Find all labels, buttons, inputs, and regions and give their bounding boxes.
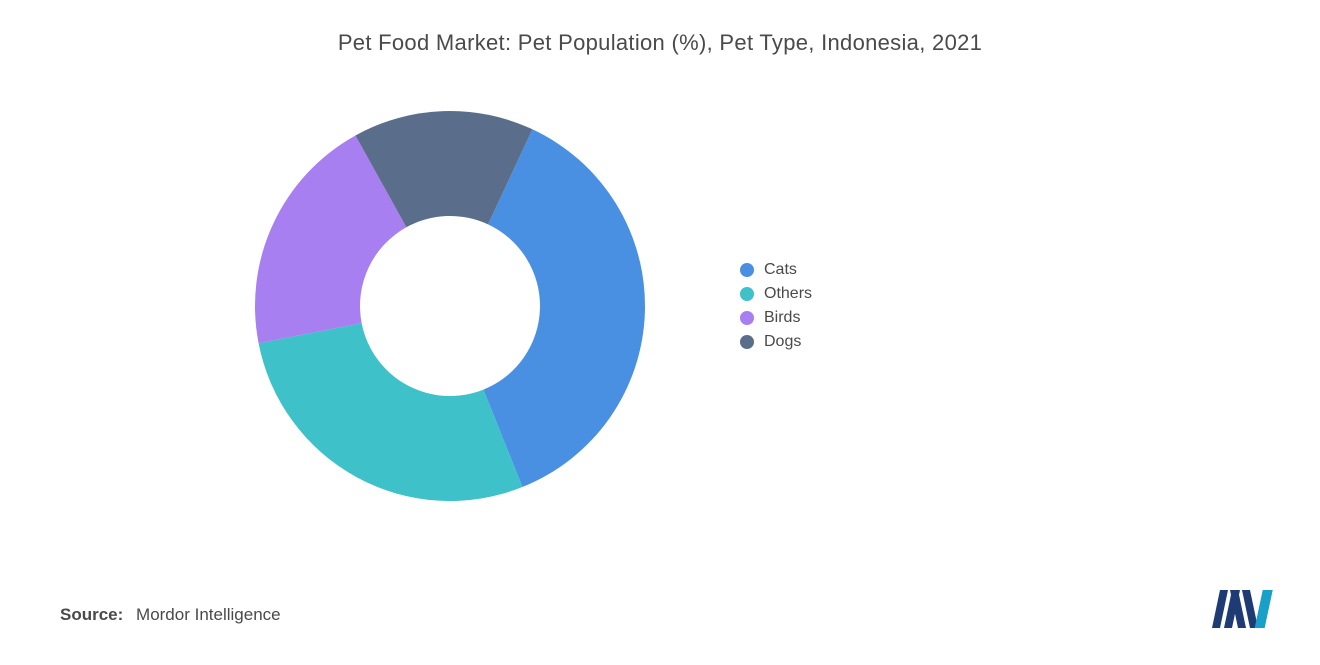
legend-item-dogs: Dogs [740,333,812,351]
legend-swatch [740,287,754,301]
legend-swatch [740,263,754,277]
chart-container: Pet Food Market: Pet Population (%), Pet… [0,0,1320,665]
legend-label: Dogs [764,333,801,351]
chart-title: Pet Food Market: Pet Population (%), Pet… [60,30,1260,56]
chart-area: Cats Others Birds Dogs [60,86,1260,566]
source-value: Mordor Intelligence [136,605,281,624]
donut-chart [250,106,650,511]
legend: Cats Others Birds Dogs [740,261,812,357]
brand-logo [1210,584,1280,635]
legend-swatch [740,335,754,349]
legend-item-birds: Birds [740,309,812,327]
legend-item-cats: Cats [740,261,812,279]
legend-label: Others [764,285,812,303]
source-label: Source: [60,605,123,624]
donut-slice-others [259,323,523,501]
source-line: Source: Mordor Intelligence [60,605,281,625]
legend-swatch [740,311,754,325]
legend-label: Cats [764,261,797,279]
legend-label: Birds [764,309,800,327]
donut-slice-cats [483,129,645,487]
legend-item-others: Others [740,285,812,303]
